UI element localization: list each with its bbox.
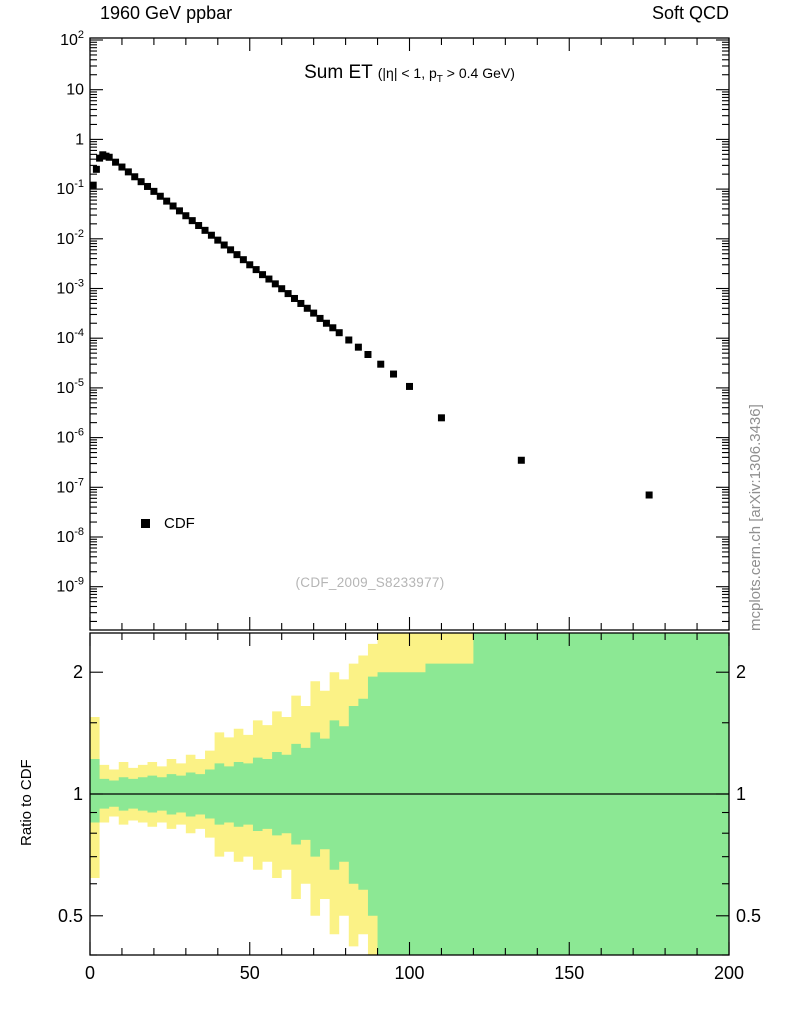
header-beam-label: 1960 GeV ppbar xyxy=(100,3,233,23)
data-point-marker xyxy=(354,343,362,351)
plot-title-cond-pre: (|η| < 1, p xyxy=(377,65,437,81)
plot-title-condition: (|η| < 1, pT > 0.4 GeV) xyxy=(377,65,515,85)
data-point-marker xyxy=(290,294,298,302)
data-point-marker xyxy=(297,299,305,307)
data-point-marker xyxy=(150,187,158,195)
data-point-marker xyxy=(201,226,209,234)
ratio-uncertainty-bands xyxy=(90,633,729,955)
main-y-tick-label: 10-5 xyxy=(56,377,84,397)
data-point-marker xyxy=(227,246,235,254)
ratio-y-tick-label-right: 0.5 xyxy=(736,906,761,926)
data-point-marker xyxy=(118,163,126,171)
legend: CDF xyxy=(141,515,195,532)
x-tick-label: 0 xyxy=(85,963,95,983)
data-point-marker xyxy=(517,456,525,464)
x-tick-label: 50 xyxy=(240,963,260,983)
data-point-marker xyxy=(207,231,215,239)
data-point-marker xyxy=(188,217,196,225)
legend-square-marker-icon xyxy=(141,519,150,528)
main-y-tick-label: 10-7 xyxy=(56,476,84,496)
main-y-tick-label: 102 xyxy=(60,29,84,49)
mcplots-watermark: mcplots.cern.ch [arXiv:1306.3436] xyxy=(747,404,764,631)
data-point-marker xyxy=(89,181,97,189)
data-point-marker xyxy=(364,350,372,358)
plot-title-main: Sum ET xyxy=(304,62,373,83)
data-point-marker xyxy=(303,304,311,312)
data-point-marker xyxy=(137,178,145,186)
data-point-marker xyxy=(265,275,273,283)
ratio-axis-title: Ratio to CDF xyxy=(18,759,35,846)
analysis-reference-label: (CDF_2009_S8233977) xyxy=(295,575,445,590)
data-point-marker xyxy=(406,382,413,390)
data-point-marker xyxy=(246,261,254,269)
plot-title-cond-sub: T xyxy=(436,73,443,85)
ratio-y-tick-label-left: 2 xyxy=(73,662,83,682)
axis-ticks xyxy=(89,38,730,956)
data-point-marker xyxy=(310,309,318,317)
data-point-marker xyxy=(271,280,279,288)
x-tick-label: 100 xyxy=(394,963,424,983)
data-point-marker xyxy=(92,165,100,173)
data-point-marker xyxy=(214,236,222,244)
ratio-y-tick-label-left: 0.5 xyxy=(58,906,83,926)
data-point-marker xyxy=(377,360,385,368)
main-y-tick-label: 10-6 xyxy=(56,427,84,447)
legend-label: CDF xyxy=(164,515,195,532)
data-point-marker xyxy=(322,319,330,327)
data-point-marker xyxy=(437,414,445,422)
main-y-tick-label: 10-4 xyxy=(56,327,84,347)
plot-title: Sum ET (|η| < 1, pT > 0.4 GeV) xyxy=(90,62,729,85)
main-y-tick-label: 10-1 xyxy=(56,178,84,198)
data-point-marker xyxy=(169,202,177,210)
cdf-data-points xyxy=(89,151,653,499)
data-point-marker xyxy=(144,182,152,190)
data-point-marker xyxy=(329,324,337,332)
data-point-marker xyxy=(259,271,267,279)
data-point-marker xyxy=(163,197,171,205)
data-point-marker xyxy=(239,256,247,264)
data-point-marker xyxy=(233,251,241,259)
header-process-label: Soft QCD xyxy=(651,3,729,23)
main-y-tick-label: 10-8 xyxy=(56,526,84,546)
data-point-marker xyxy=(112,158,120,166)
main-y-tick-label: 10-3 xyxy=(56,278,84,298)
main-y-tick-label: 1 xyxy=(75,131,84,148)
main-y-tick-label: 10 xyxy=(66,82,84,99)
x-tick-label: 200 xyxy=(714,963,744,983)
data-point-marker xyxy=(335,329,343,337)
data-point-marker xyxy=(278,285,286,293)
main-y-tick-label: 10-2 xyxy=(56,228,84,248)
data-point-marker xyxy=(156,192,164,200)
data-point-marker xyxy=(175,207,183,215)
ratio-y-tick-label-right: 1 xyxy=(736,784,746,804)
data-point-marker xyxy=(195,222,203,230)
ratio-y-tick-label-left: 1 xyxy=(73,784,83,804)
data-point-marker xyxy=(390,370,398,378)
axis-tick-labels: 10210110-110-210-310-410-510-610-710-810… xyxy=(56,29,761,983)
main-panel-frame xyxy=(89,37,730,631)
data-point-marker xyxy=(345,336,353,344)
plot-title-cond-post: > 0.4 GeV) xyxy=(442,65,515,81)
data-point-marker xyxy=(131,173,139,181)
data-point-marker xyxy=(105,153,113,161)
data-point-marker xyxy=(284,290,292,298)
data-point-marker xyxy=(252,266,260,274)
data-point-marker xyxy=(124,168,132,176)
data-point-marker xyxy=(182,212,190,220)
data-point-marker xyxy=(316,314,324,322)
data-point-marker xyxy=(645,491,653,499)
data-point-marker xyxy=(220,241,228,249)
ratio-y-tick-label-right: 2 xyxy=(736,662,746,682)
main-y-tick-label: 10-9 xyxy=(56,576,84,596)
x-tick-label: 150 xyxy=(554,963,584,983)
